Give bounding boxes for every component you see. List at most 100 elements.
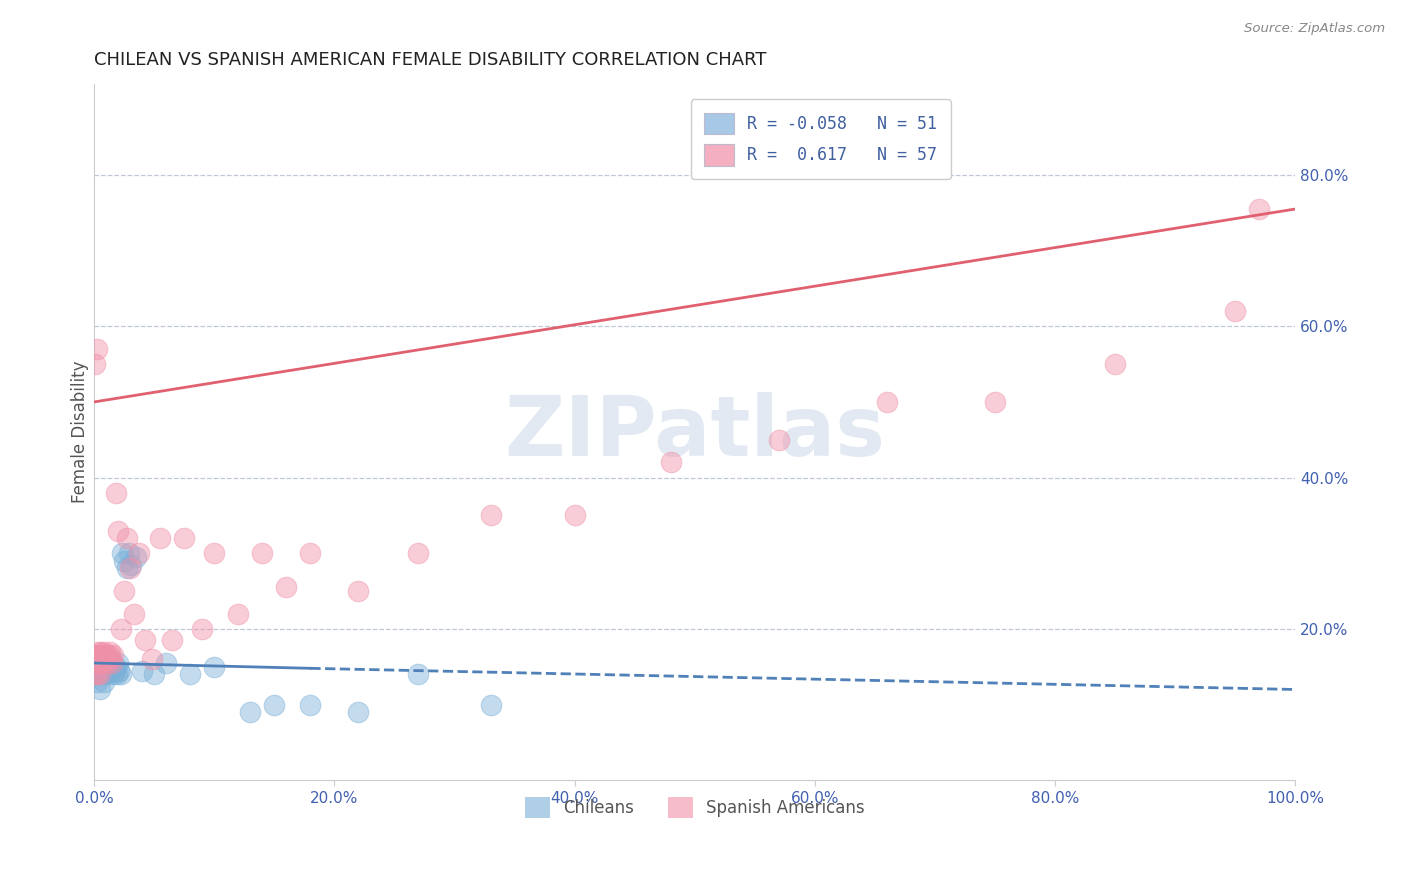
Point <box>173 531 195 545</box>
Point <box>87 656 110 670</box>
Point <box>87 667 110 681</box>
Point <box>96 667 118 681</box>
Point <box>191 622 214 636</box>
Point <box>90 652 112 666</box>
Point <box>107 524 129 538</box>
Y-axis label: Female Disability: Female Disability <box>72 361 89 503</box>
Point <box>89 656 111 670</box>
Point <box>87 656 110 670</box>
Point <box>89 682 111 697</box>
Point <box>94 652 117 666</box>
Point <box>96 656 118 670</box>
Point <box>98 645 121 659</box>
Point <box>112 554 135 568</box>
Point <box>104 660 127 674</box>
Point <box>115 561 138 575</box>
Point <box>108 664 131 678</box>
Point <box>1225 304 1247 318</box>
Point <box>97 656 120 670</box>
Point <box>239 705 262 719</box>
Point <box>202 660 225 674</box>
Point <box>91 656 114 670</box>
Point <box>103 648 125 663</box>
Point <box>84 652 107 666</box>
Point <box>252 546 274 560</box>
Point <box>86 674 108 689</box>
Point <box>87 664 110 678</box>
Point <box>94 656 117 670</box>
Point <box>87 645 110 659</box>
Point <box>110 622 132 636</box>
Point <box>276 580 298 594</box>
Point <box>86 342 108 356</box>
Point <box>104 485 127 500</box>
Point <box>84 357 107 371</box>
Point <box>1249 202 1271 216</box>
Point <box>86 667 108 681</box>
Point <box>479 508 502 523</box>
Point <box>93 645 115 659</box>
Point <box>87 656 110 670</box>
Point <box>91 648 114 663</box>
Point <box>202 546 225 560</box>
Point <box>299 698 322 712</box>
Point <box>105 667 128 681</box>
Point <box>143 667 166 681</box>
Point <box>103 667 125 681</box>
Point <box>226 607 249 621</box>
Point <box>86 648 108 663</box>
Point <box>112 584 135 599</box>
Point <box>94 652 117 666</box>
Point <box>86 660 108 674</box>
Point <box>984 395 1007 409</box>
Point <box>122 607 145 621</box>
Point <box>347 705 370 719</box>
Point <box>98 664 121 678</box>
Point <box>87 648 110 663</box>
Text: ZIPatlas: ZIPatlas <box>505 392 886 473</box>
Point <box>564 508 586 523</box>
Point <box>90 664 112 678</box>
Point <box>94 664 117 678</box>
Point <box>347 584 370 599</box>
Point <box>91 667 114 681</box>
Point <box>128 546 150 560</box>
Point <box>84 667 107 681</box>
Point <box>1104 357 1126 371</box>
Point <box>84 667 107 681</box>
Point <box>90 648 112 663</box>
Point <box>101 656 124 670</box>
Point <box>94 648 117 663</box>
Point <box>96 660 118 674</box>
Point <box>100 652 122 666</box>
Point <box>93 660 115 674</box>
Point <box>179 667 201 681</box>
Point <box>89 660 111 674</box>
Point <box>408 546 430 560</box>
Point <box>101 656 124 670</box>
Point <box>93 674 115 689</box>
Point <box>111 546 134 560</box>
Point <box>299 546 322 560</box>
Point <box>120 561 142 575</box>
Point <box>87 656 110 670</box>
Point <box>84 652 107 666</box>
Legend: Chileans, Spanish Americans: Chileans, Spanish Americans <box>519 790 872 824</box>
Point <box>91 656 114 670</box>
Point <box>876 395 898 409</box>
Point <box>125 550 148 565</box>
Point <box>768 433 790 447</box>
Point <box>87 652 110 666</box>
Point <box>100 660 122 674</box>
Point <box>97 648 120 663</box>
Text: CHILEAN VS SPANISH AMERICAN FEMALE DISABILITY CORRELATION CHART: CHILEAN VS SPANISH AMERICAN FEMALE DISAB… <box>94 51 766 69</box>
Point <box>120 558 142 572</box>
Point <box>659 455 682 469</box>
Point <box>118 546 141 560</box>
Point <box>89 648 111 663</box>
Point <box>479 698 502 712</box>
Point <box>89 667 111 681</box>
Point <box>155 656 177 670</box>
Point <box>107 656 129 670</box>
Point <box>115 531 138 545</box>
